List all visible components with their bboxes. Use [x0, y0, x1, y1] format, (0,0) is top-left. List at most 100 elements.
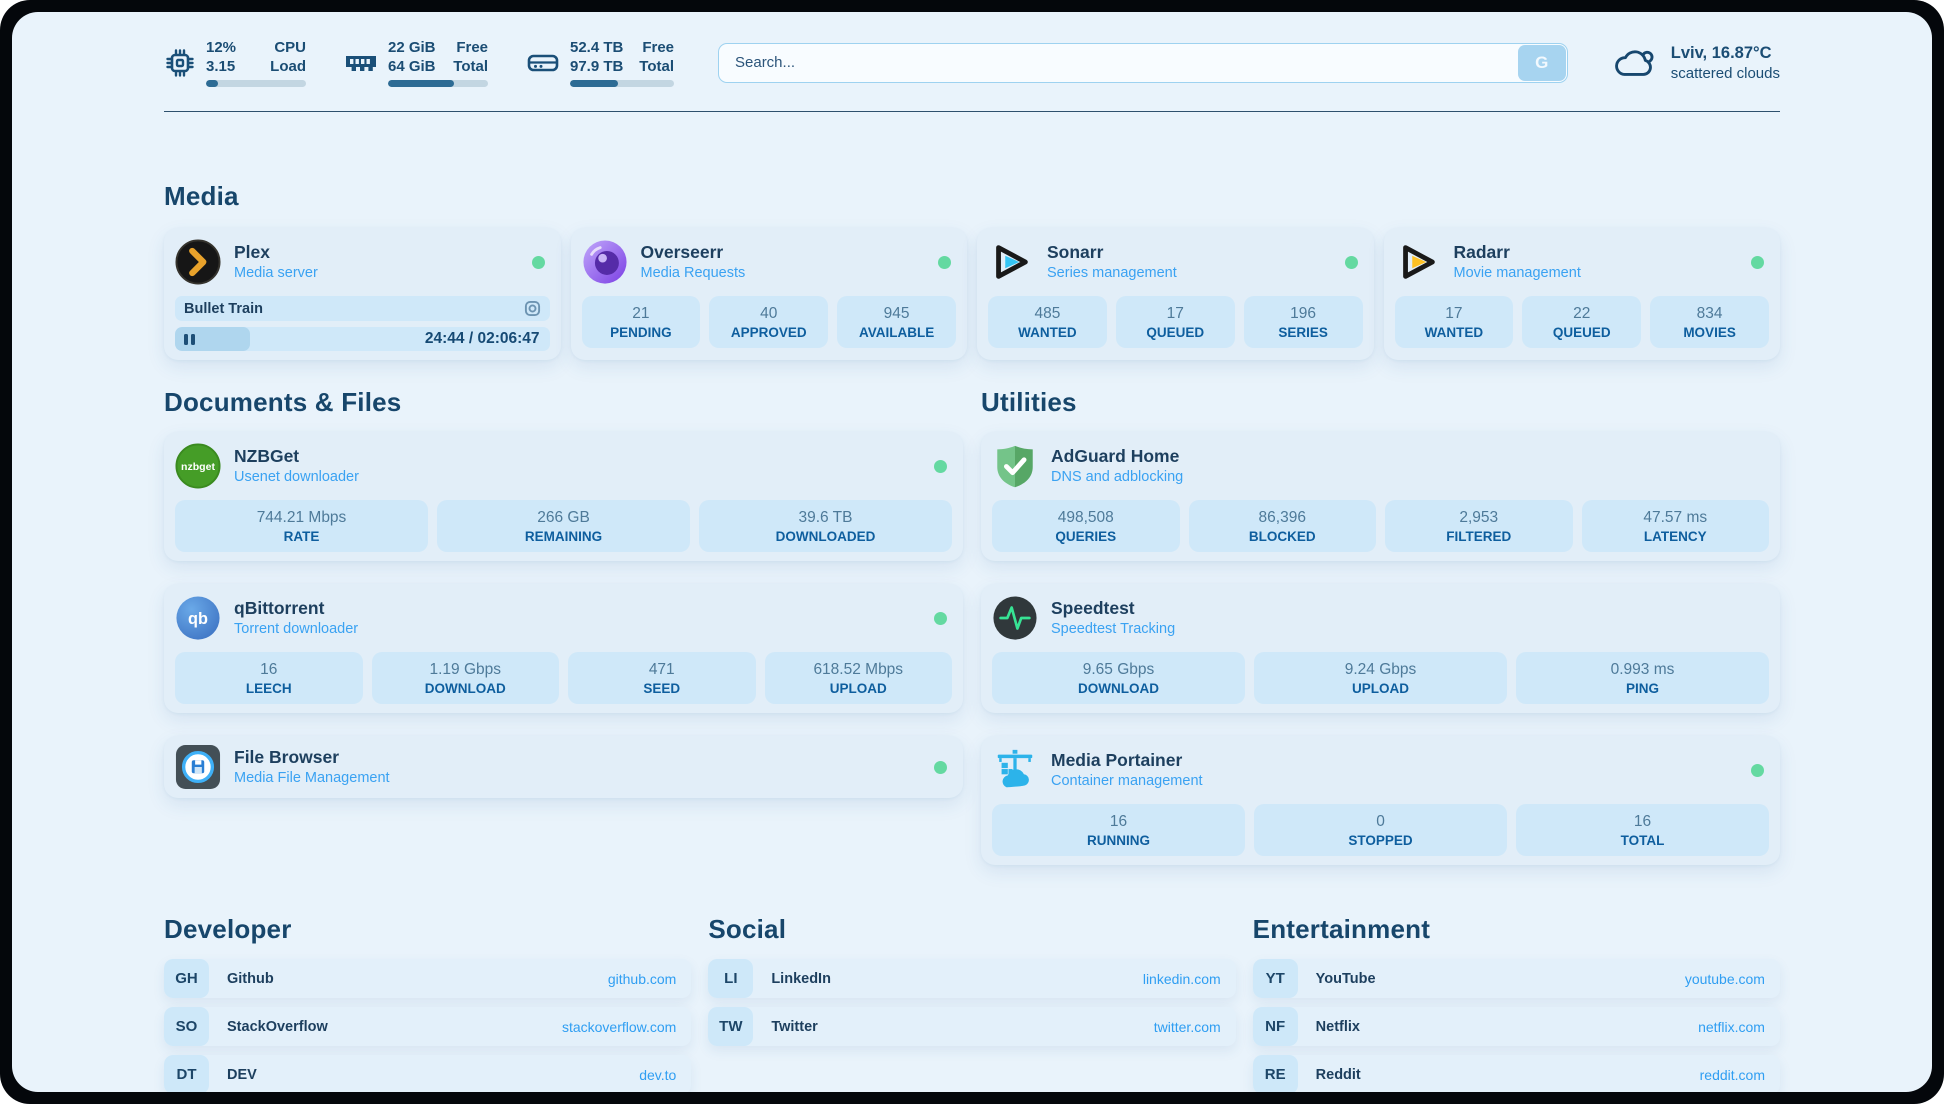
status-dot	[934, 459, 947, 473]
cpu-load-value: 3.15	[206, 58, 236, 75]
speedtest-card[interactable]: Speedtest Speedtest Tracking 9.65 Gbps D…	[981, 584, 1780, 713]
bookmark-tag: YT	[1252, 959, 1298, 998]
stat-latency: 47.57 ms LATENCY	[1581, 500, 1769, 552]
adguard-card[interactable]: AdGuard Home DNS and adblocking 498,508 …	[981, 432, 1780, 561]
cpu-label-top: CPU	[274, 39, 306, 56]
app-subtitle: Usenet downloader	[234, 469, 359, 485]
stat-queued: 17 QUEUED	[1115, 296, 1235, 348]
bookmark-linkedin[interactable]: LI LinkedIn linkedin.com	[708, 959, 1236, 998]
bookmark-tag: SO	[164, 1007, 209, 1046]
app-name: Speedtest	[1051, 598, 1135, 618]
filebrowser-icon	[175, 744, 221, 790]
overseerr-card[interactable]: Overseerr Media Requests 21 PENDING 40 A…	[570, 228, 967, 360]
bookmark-youtube[interactable]: YT YouTube youtube.com	[1252, 959, 1780, 998]
bookmark-url[interactable]: youtube.com	[1684, 970, 1765, 987]
section-developer: Developer GH Github github.com SO StackO…	[164, 913, 692, 1092]
sonarr-icon	[988, 239, 1034, 285]
stat-running: 16 RUNNING	[992, 804, 1245, 856]
stat-rate: 744.21 Mbps RATE	[175, 500, 428, 552]
stat-available: 945 AVAILABLE	[837, 296, 956, 348]
app-name: Media Portainer	[1051, 750, 1183, 770]
portainer-card[interactable]: Media Portainer Container management 16 …	[981, 736, 1780, 865]
media-type-icon	[524, 300, 541, 317]
stat-approved: 40 APPROVED	[709, 296, 829, 348]
app-name: Plex	[234, 242, 270, 262]
app-subtitle: Torrent downloader	[234, 621, 359, 637]
svg-text:qb: qb	[188, 610, 208, 628]
weather-location-temp: Lviv, 16.87°C	[1670, 43, 1772, 62]
app-name: NZBGet	[234, 446, 300, 466]
bookmark-tag: GH	[164, 959, 209, 998]
cpu-percent: 12%	[206, 39, 237, 56]
bookmark-name: Twitter	[771, 1018, 818, 1035]
qbittorrent-icon: qb	[175, 595, 221, 641]
bookmark-name: Reddit	[1315, 1066, 1361, 1083]
bookmark-url[interactable]: reddit.com	[1699, 1066, 1765, 1083]
bookmark-name: DEV	[227, 1066, 257, 1083]
section-social: Social LI LinkedIn linkedin.com TW Twitt…	[708, 913, 1236, 1092]
disk-progress-bar	[570, 80, 674, 87]
search-engine-button[interactable]: G	[1517, 44, 1566, 81]
bookmark-dev[interactable]: DT DEV dev.to	[164, 1055, 692, 1092]
social-section-title: Social	[708, 914, 787, 944]
bookmark-twitter[interactable]: TW Twitter twitter.com	[708, 1007, 1236, 1046]
bookmark-url[interactable]: dev.to	[639, 1066, 677, 1083]
bookmark-url[interactable]: stackoverflow.com	[561, 1018, 677, 1035]
stat-downloaded: 39.6 TB DOWNLOADED	[699, 500, 952, 552]
ram-free: 22 GiB	[388, 39, 436, 56]
adguard-icon	[992, 443, 1038, 489]
bookmark-github[interactable]: GH Github github.com	[164, 959, 692, 998]
stat-total: 16 TOTAL	[1516, 804, 1769, 856]
bookmark-url[interactable]: twitter.com	[1153, 1018, 1221, 1035]
app-name: qBittorrent	[234, 598, 325, 618]
pause-icon[interactable]	[184, 333, 195, 345]
weather-widget: Lviv, 16.87°C scattered clouds	[1614, 43, 1780, 83]
stat-ping: 0.993 ms PING	[1516, 652, 1769, 704]
stat-upload: 618.52 Mbps UPLOAD	[764, 652, 952, 704]
bookmark-url[interactable]: netflix.com	[1698, 1018, 1765, 1035]
search-input[interactable]	[718, 42, 1568, 83]
cpu-stat: 12% 3.15 CPU Load	[164, 38, 306, 87]
bookmark-url[interactable]: linkedin.com	[1142, 970, 1221, 987]
bookmark-name: Netflix	[1315, 1018, 1360, 1035]
bookmark-stackoverflow[interactable]: SO StackOverflow stackoverflow.com	[164, 1007, 692, 1046]
header-divider	[164, 111, 1780, 112]
bookmark-netflix[interactable]: NF Netflix netflix.com	[1252, 1007, 1780, 1046]
playback-progress-bar[interactable]: 24:44 / 02:06:47	[175, 327, 550, 351]
stat-stopped: 0 STOPPED	[1254, 804, 1507, 856]
status-dot	[531, 255, 545, 269]
stat-series: 196 SERIES	[1243, 296, 1363, 348]
app-subtitle: Movie management	[1453, 265, 1581, 281]
qbittorrent-card[interactable]: qb qBittorrent Torrent downloader 16 LEE…	[164, 584, 963, 713]
bookmark-name: StackOverflow	[227, 1018, 328, 1035]
app-subtitle: Speedtest Tracking	[1051, 621, 1176, 637]
sonarr-card[interactable]: Sonarr Series management 485 WANTED 17 Q…	[977, 228, 1374, 360]
stat-filtered: 2,953 FILTERED	[1385, 500, 1573, 552]
ram-progress-bar	[388, 80, 488, 87]
stat-seed: 471 SEED	[568, 652, 756, 704]
cpu-icon	[164, 47, 196, 79]
bookmark-tag: LI	[708, 959, 754, 998]
entertainment-section-title: Entertainment	[1252, 914, 1431, 944]
utilities-section-title: Utilities	[981, 387, 1077, 417]
stat-upload: 9.24 Gbps UPLOAD	[1254, 652, 1507, 704]
plex-card[interactable]: Plex Media server Bullet Train	[164, 228, 561, 360]
bookmark-reddit[interactable]: RE Reddit reddit.com	[1252, 1055, 1780, 1092]
overseerr-icon	[582, 239, 628, 285]
status-dot	[938, 255, 951, 269]
stat-queries: 498,508 QUERIES	[992, 500, 1180, 552]
bookmark-tag: TW	[708, 1007, 754, 1046]
radarr-card[interactable]: Radarr Movie management 17 WANTED 22 QUE…	[1383, 228, 1780, 360]
app-subtitle: Media Requests	[640, 265, 746, 281]
section-utilities: Utilities A	[981, 386, 1780, 865]
bookmark-name: YouTube	[1315, 970, 1376, 987]
bookmark-url[interactable]: github.com	[607, 970, 677, 987]
section-media: Media Plex Media server	[164, 180, 1780, 360]
filebrowser-card[interactable]: File Browser Media File Management	[164, 736, 963, 798]
now-playing-title: Bullet Train	[175, 296, 550, 321]
stat-wanted: 17 WANTED	[1394, 296, 1514, 348]
stat-queued: 22 QUEUED	[1522, 296, 1642, 348]
status-dot	[934, 760, 947, 774]
nzbget-card[interactable]: nzbget NZBGet Usenet downloader 744.21 M…	[164, 432, 963, 561]
disk-total: 97.9 TB	[570, 58, 624, 75]
